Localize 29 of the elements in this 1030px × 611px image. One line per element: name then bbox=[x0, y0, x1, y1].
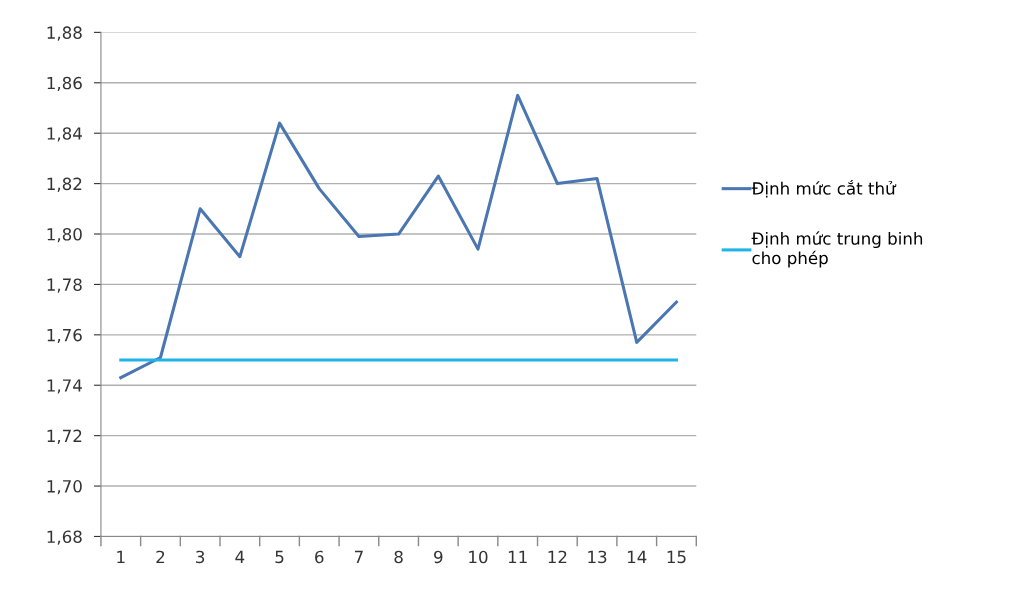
x-tick-label: 7 bbox=[354, 550, 363, 564]
x-tick-label: 13 bbox=[588, 550, 607, 564]
x-tick-label: 3 bbox=[196, 550, 205, 564]
x-tick-label: 2 bbox=[156, 550, 165, 564]
y-tick-label: 1,70 bbox=[47, 480, 82, 495]
x-tick-label: 9 bbox=[434, 550, 443, 564]
x-tick-label: 15 bbox=[667, 550, 686, 564]
y-tick-label: 1,84 bbox=[47, 127, 82, 142]
x-tick-label: 12 bbox=[548, 550, 567, 564]
x-tick-label: 1 bbox=[117, 550, 125, 564]
y-tick-label: 1,76 bbox=[47, 328, 82, 344]
x-tick-label: 8 bbox=[394, 550, 403, 564]
legend-label: Định mức trung binh cho phép bbox=[751, 231, 923, 268]
y-tick-label: 1,74 bbox=[47, 379, 82, 394]
y-tick-label: 1,78 bbox=[47, 278, 82, 293]
legend-label: Định mức cắt thử bbox=[751, 179, 897, 198]
line-series bbox=[119, 93, 678, 380]
x-tick-label: 11 bbox=[508, 550, 527, 564]
y-tick-label: 1,86 bbox=[47, 76, 82, 92]
y-tick-label: 1,88 bbox=[47, 26, 82, 41]
x-tick-label: 14 bbox=[627, 550, 647, 564]
y-tick-label: 1,68 bbox=[47, 530, 82, 545]
y-tick-label: 1,80 bbox=[47, 227, 82, 243]
x-tick-label: 6 bbox=[315, 550, 324, 564]
x-tick-label: 10 bbox=[469, 550, 488, 564]
x-tick-label: 5 bbox=[275, 550, 284, 564]
y-tick-label: 1,72 bbox=[47, 429, 82, 444]
x-tick-label: 4 bbox=[235, 550, 245, 564]
y-tick-label: 1,82 bbox=[47, 177, 82, 192]
